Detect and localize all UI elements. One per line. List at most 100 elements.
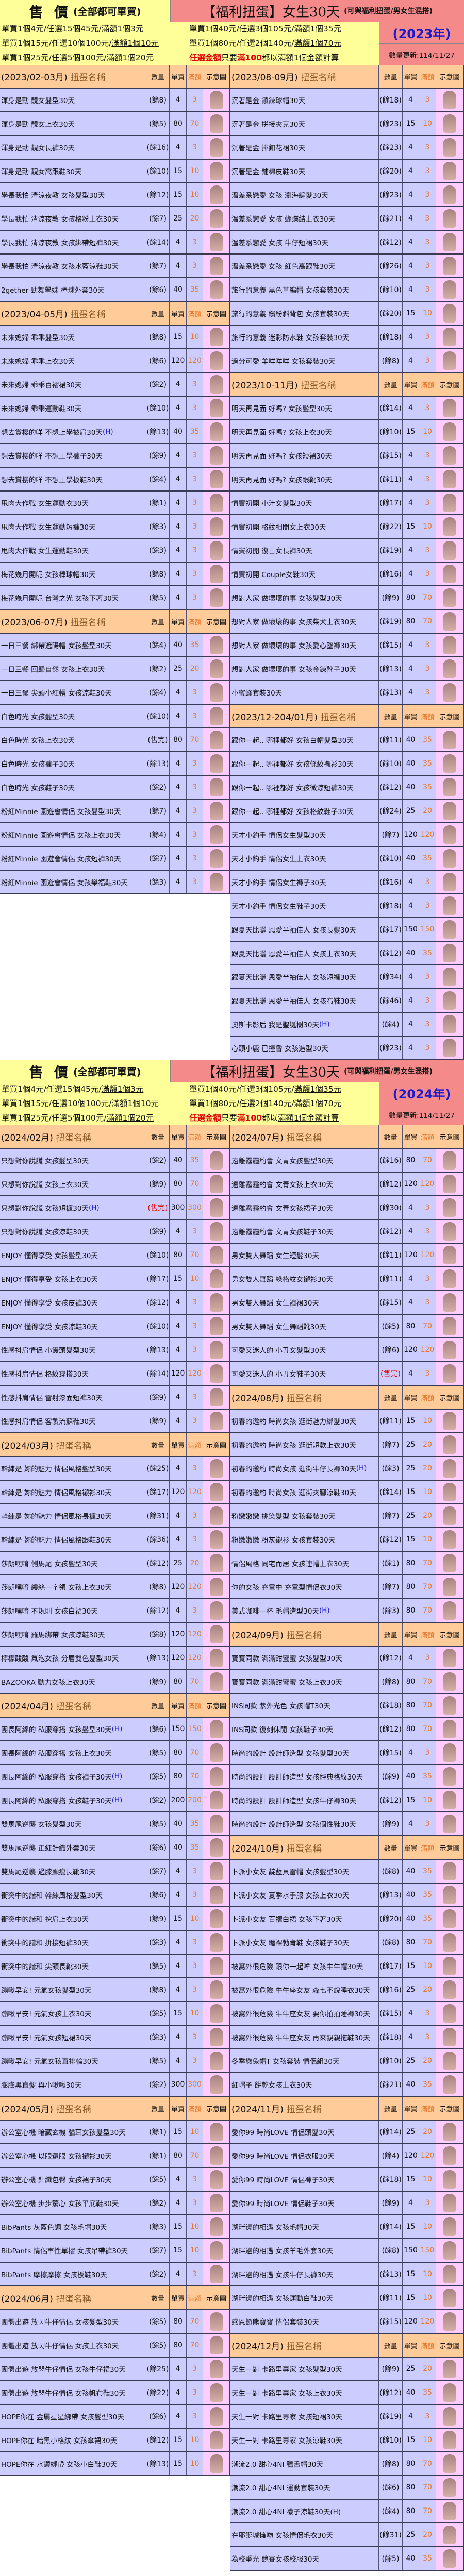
item-image-cell[interactable] [203,2192,230,2214]
item-image-cell[interactable] [436,1481,464,1503]
item-image-cell[interactable] [203,1789,230,1811]
item-row[interactable]: 粉紅Minnie 園遊會情侶 女孩短褲30天 (餘7) 4 3 [0,847,230,871]
item-image-cell[interactable] [436,420,464,443]
item-row[interactable]: 莎朗嘿唷 不規則 女孩白裙30天 (餘12) 4 3 [0,1599,230,1623]
item-row[interactable]: 奧斯卡影后 我是聖誕樹30天 (H) (餘4) 4 3 [230,1013,464,1037]
item-row[interactable]: 天才小釣手 情侶女生髮型30天 (餘7) 120 120 [230,823,464,847]
item-image-cell[interactable] [436,444,464,467]
item-image-cell[interactable] [436,2381,464,2404]
item-image-cell[interactable] [436,1528,464,1551]
item-row[interactable]: 幹練是 妳的魅力 情侶風格髮型30天 (餘25) 4 3 [0,1457,230,1481]
item-image-cell[interactable] [436,1504,464,1527]
item-row[interactable]: 心頭小鹿 已撞昏 女孩造型30天 (餘23) 4 3 [230,1037,464,1060]
item-row[interactable]: 被窩外很危險 牛牛座女友 要你拍拍睡褲30天 (餘15) 4 3 [230,2002,464,2026]
item-image-cell[interactable] [203,1315,230,1337]
item-image-cell[interactable] [436,2049,464,2072]
item-row[interactable]: ENJOY 懂得享受 女孩皮褲30天 (餘12) 4 3 [0,1291,230,1315]
item-image-cell[interactable] [203,871,230,893]
item-row[interactable]: 時尚的設計 設計師造型 女孩個性鞋30天 (餘9) 4 3 [230,1812,464,1836]
item-row[interactable]: 學長我怕 清涼夜教 女孩水藍涼鞋30天 (餘7) 4 3 [0,255,230,278]
item-image-cell[interactable] [203,255,230,277]
item-image-cell[interactable] [203,1931,230,1954]
item-image-cell[interactable] [203,1836,230,1859]
item-image-cell[interactable] [436,349,464,372]
item-row[interactable]: 跟你一起.. 哪裡都好 女孩條紋襯衫30天 (餘10) 40 35 [230,752,464,776]
item-row[interactable]: 衝突中的諧和 尖頭長靴30天 (餘5) 4 3 [0,1955,230,1978]
item-row[interactable]: 未來媳婦 乖乖髮型30天 (餘8) 15 10 [0,326,230,349]
item-image-cell[interactable] [203,278,230,301]
item-image-cell[interactable] [436,1552,464,1574]
item-image-cell[interactable] [436,397,464,419]
item-image-cell[interactable] [436,1789,464,1811]
item-image-cell[interactable] [436,1765,464,1788]
item-image-cell[interactable] [436,492,464,514]
item-row[interactable]: 幹練是 妳的魅力 情侶風格跟鞋30天 (餘36) 4 3 [0,1528,230,1552]
item-row[interactable]: 遠離霧霾約會 文青女孩鞋子30天 (餘12) 4 3 [230,1220,464,1244]
item-row[interactable]: 湖畔邊的相遇 女孩牛仔長褲30天 (餘13) 15 10 [230,2263,464,2286]
item-row[interactable]: 沉著是金 拼接夾克30天 (餘23) 15 10 [230,112,464,136]
item-image-cell[interactable] [436,1013,464,1036]
item-image-cell[interactable] [203,1386,230,1409]
item-row[interactable]: 卜派小女友 纏裸勃肯鞋 女孩鞋子30天 (餘8) 80 70 [230,1931,464,1955]
item-image-cell[interactable] [203,2310,230,2333]
item-row[interactable]: 辦公室心機 以眼還眼 女孩襯衫30天 (餘1) 80 70 [0,2144,230,2168]
item-image-cell[interactable] [203,492,230,514]
item-image-cell[interactable] [203,539,230,562]
item-row[interactable]: 白色時光 女孩上衣30天 (售完) 80 70 [0,728,230,752]
item-image-cell[interactable] [436,302,464,325]
item-image-cell[interactable] [436,800,464,822]
item-image-cell[interactable] [203,2239,230,2262]
item-image-cell[interactable] [203,705,230,727]
item-row[interactable]: 卜派小女友 靛藍貝雷帽 女孩髮型30天 (餘8) 40 35 [230,1860,464,1884]
item-row[interactable]: 寶寶同款 滿滿甜蜜蜜 女孩髮型30天 (餘12) 4 3 [230,1647,464,1670]
item-image-cell[interactable] [436,942,464,964]
item-image-cell[interactable] [203,776,230,799]
item-row[interactable]: 男女雙人舞蹈 綠格紋女襯衫30天 (餘11) 4 3 [230,1267,464,1291]
item-image-cell[interactable] [203,563,230,585]
item-row[interactable]: 團長阿綿的 私服穿搭 女孩鞋子30天 (H) (餘2) 200 200 [0,1789,230,1812]
item-image-cell[interactable] [203,1884,230,1906]
item-row[interactable]: 白色時光 女孩髮型30天 (餘10) 4 3 [0,705,230,728]
item-image-cell[interactable] [436,1220,464,1243]
item-image-cell[interactable] [436,1315,464,1337]
item-row[interactable]: 辦公室心機 步步驚心 女孩平底鞋30天 (餘2) 4 3 [0,2192,230,2215]
item-row[interactable]: 跟你一起.. 哪裡都好 女孩格紋鞋子30天 (餘24) 25 20 [230,800,464,823]
item-image-cell[interactable] [436,918,464,941]
item-row[interactable]: 被窩外很危險 跟你一起哞 女孩牛牛帽30天 (餘17) 15 10 [230,1955,464,1978]
item-row[interactable]: 未來媳婦 乖乖百褶裙30天 (餘2) 4 3 [0,373,230,397]
item-image-cell[interactable] [203,468,230,490]
item-image-cell[interactable] [436,2168,464,2191]
item-image-cell[interactable] [436,1267,464,1290]
item-image-cell[interactable] [436,610,464,633]
item-row[interactable]: 幹練是 妳的魅力 情侶風格長褲30天 (餘31) 4 3 [0,1504,230,1528]
item-image-cell[interactable] [436,183,464,206]
item-image-cell[interactable] [436,2405,464,2428]
item-image-cell[interactable] [436,634,464,656]
item-image-cell[interactable] [436,2263,464,2285]
item-row[interactable]: 粉嫩嫩嫩 挑染髮型 女孩套裝30天 (餘7) 25 20 [230,1504,464,1528]
item-row[interactable]: 卜派小女友 夏季水手服 女孩上衣30天 (餘13) 40 35 [230,1884,464,1907]
item-image-cell[interactable] [203,1291,230,1314]
item-row[interactable]: 辦公室心機 暗藏玄機 貓耳女孩髮型30天 (餘1) 15 10 [0,2121,230,2144]
item-image-cell[interactable] [203,373,230,396]
item-row[interactable]: 湖畔邊的相遇 女孩毛帽30天 (餘14) 15 10 [230,2215,464,2239]
item-image-cell[interactable] [203,2073,230,2096]
item-image-cell[interactable] [203,2121,230,2143]
item-row[interactable]: 溫差系戀愛 女孩 蝴蝶結上衣30天 (餘21) 4 3 [230,207,464,231]
item-row[interactable]: 只想對你說謊 女孩短褲30天 (H) (售完) 300 300 [0,1196,230,1220]
item-image-cell[interactable] [436,515,464,538]
item-image-cell[interactable] [203,1267,230,1290]
item-row[interactable]: 團體出遊 放閃牛仔情侶 女孩髮型30天 (餘5) 80 70 [0,2310,230,2334]
item-image-cell[interactable] [436,1812,464,1835]
item-row[interactable]: 跟夏天比曬 恩愛半袖佳人 女孩短褲30天 (餘34) 4 3 [230,965,464,989]
item-image-cell[interactable] [436,539,464,562]
item-image-cell[interactable] [436,2144,464,2167]
item-image-cell[interactable] [203,1718,230,1740]
item-row[interactable]: 想去賞櫻的咩 不想上學板鞋30天 (餘4) 4 3 [0,468,230,492]
item-row[interactable]: ENJOY 懂得享受 女孩髮型30天 (餘10) 80 70 [0,1244,230,1267]
item-image-cell[interactable] [203,1907,230,1930]
item-row[interactable]: 愛你99 時尚LOVE 情侶頭髮30天 (餘14) 25 20 [230,2121,464,2144]
item-image-cell[interactable] [203,1765,230,1788]
item-image-cell[interactable] [203,1457,230,1480]
item-row[interactable]: 湖畔邊的相遇 女孩羊毛外套30天 (餘8) 150 150 [230,2239,464,2263]
